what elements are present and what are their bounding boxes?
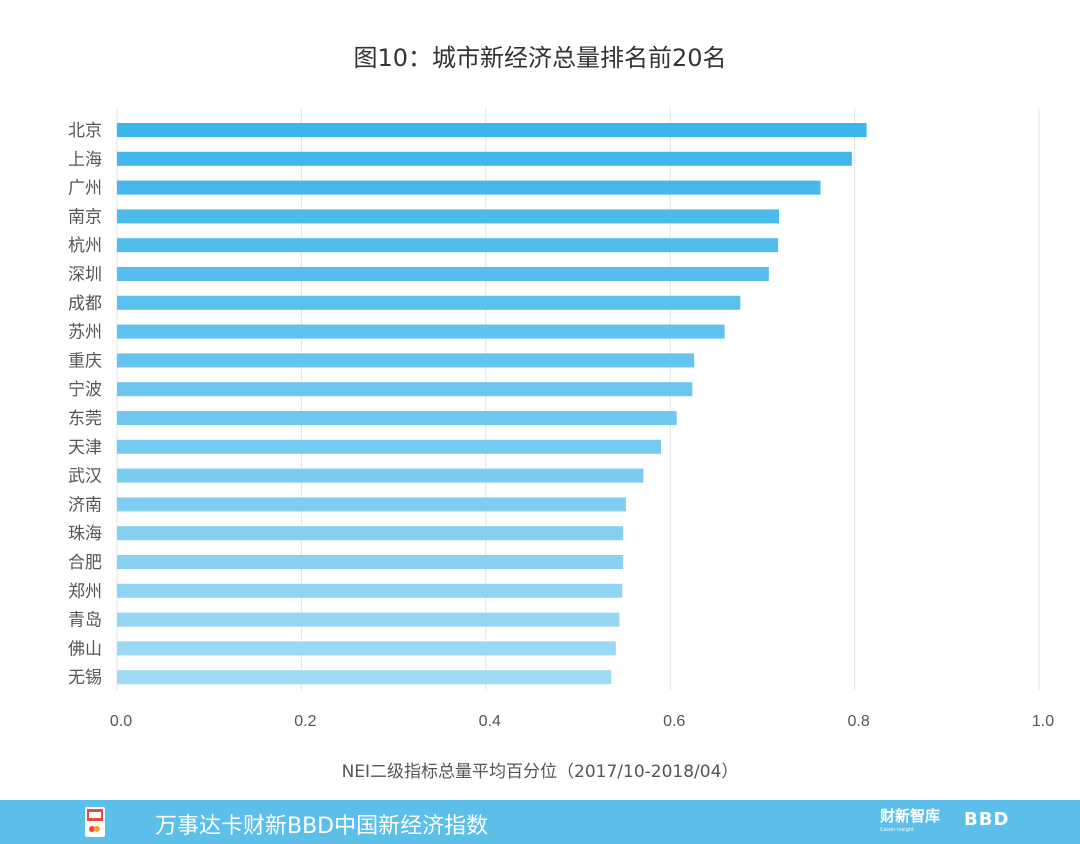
bar [117, 411, 677, 425]
bar [117, 267, 769, 281]
category-label: 广州 [68, 179, 102, 199]
bar [117, 180, 821, 195]
footer-title: 万事达卡财新BBD中国新经济指数 [155, 814, 489, 839]
bar [117, 468, 644, 483]
bar [117, 295, 741, 310]
x-tick-labels: 0.0 0.2 0.4 0.6 0.8 1.0 [110, 713, 1054, 730]
bar [117, 526, 624, 541]
bar-chart: 北京上海广州南京杭州深圳成都苏州重庆宁波东莞天津武汉济南珠海合肥郑州青岛佛山无锡… [68, 108, 1054, 730]
category-label: 苏州 [68, 323, 102, 343]
bar [117, 612, 620, 627]
bar [117, 324, 725, 339]
caixin-insight-sub: Caixin Insight [880, 827, 914, 833]
category-label: 成都 [68, 294, 102, 314]
chart-title: 图10：城市新经济总量排名前20名 [353, 44, 727, 72]
category-label: 北京 [68, 121, 102, 141]
bar [117, 583, 623, 598]
bar [117, 497, 626, 512]
bar [117, 382, 693, 397]
category-label: 武汉 [68, 467, 102, 487]
x-tick-label: 0.8 [847, 713, 869, 730]
category-label: 深圳 [68, 265, 102, 285]
category-label: 南京 [68, 207, 102, 227]
bar [117, 555, 624, 569]
bbd-logo: BBD [964, 809, 1010, 830]
x-tick-label: 0.0 [110, 713, 132, 730]
bar [117, 123, 867, 137]
category-label: 郑州 [68, 582, 102, 602]
footer-banner: 万事达卡财新BBD中国新经济指数 财新智库 Caixin Insight BBD [0, 800, 1080, 844]
bar [117, 670, 612, 685]
category-label: 上海 [68, 150, 102, 170]
category-label: 青岛 [68, 611, 102, 631]
bar [117, 353, 695, 368]
x-axis-label: NEI二级指标总量平均百分位（2017/10-2018/04） [341, 762, 739, 782]
category-label: 杭州 [68, 236, 102, 256]
bar [117, 439, 661, 454]
nei-logo-icon [85, 807, 105, 837]
x-tick-label: 0.4 [479, 713, 501, 730]
x-tick-label: 0.2 [294, 713, 316, 730]
x-tick-label: 1.0 [1032, 713, 1054, 730]
category-label: 东莞 [68, 409, 102, 429]
caixin-insight-logo: 财新智库 [880, 807, 941, 825]
x-tick-label: 0.6 [663, 713, 685, 730]
category-label: 合肥 [68, 553, 102, 573]
bar [117, 209, 779, 224]
bar [117, 641, 616, 656]
category-label: 佛山 [68, 639, 102, 659]
category-label: 无锡 [68, 668, 102, 688]
bars [117, 123, 867, 685]
category-label: 济南 [68, 495, 102, 515]
category-label: 珠海 [68, 524, 102, 544]
bar [117, 238, 779, 253]
bar [117, 151, 852, 166]
category-label: 重庆 [68, 351, 102, 371]
grid-lines [116, 108, 1040, 690]
category-label: 宁波 [68, 380, 102, 400]
category-label: 天津 [68, 438, 102, 458]
